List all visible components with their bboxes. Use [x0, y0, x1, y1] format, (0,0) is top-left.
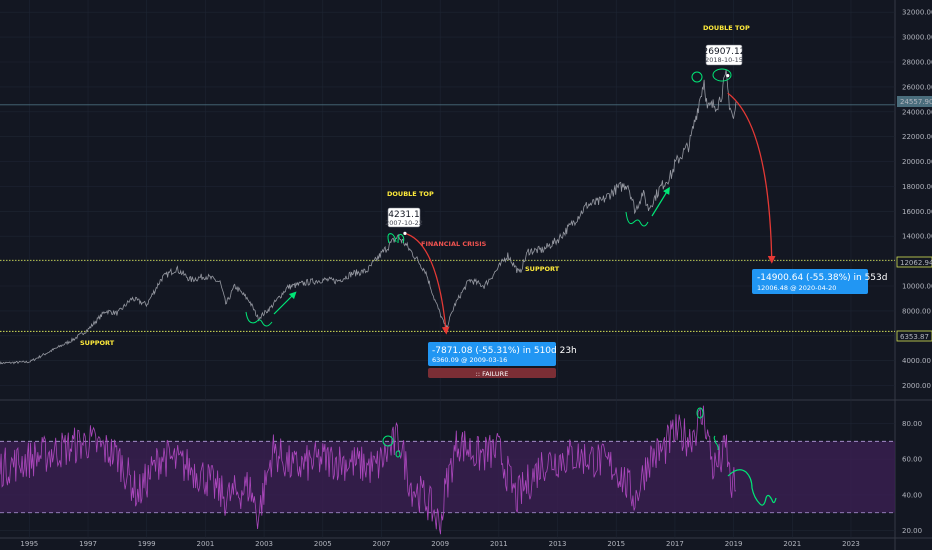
x-tick-3: 2001: [196, 540, 214, 548]
rsi-mark-2008: [395, 450, 401, 458]
rsi-y-tick-3: 20.00: [902, 527, 922, 535]
annotation-support-2: SUPPORT: [525, 265, 560, 273]
x-tick-1: 1997: [79, 540, 97, 548]
rsi-line: [0, 405, 737, 535]
y-tick-5: 22000.00: [902, 133, 932, 141]
y-tick-2: 28000.00: [902, 59, 932, 67]
x-tick-10: 2015: [607, 540, 625, 548]
measure-2020-line1: -14900.64 (-55.38%) in 553d: [757, 273, 887, 283]
x-tick-14: 2023: [842, 540, 860, 548]
double-bottom-2015: [625, 211, 649, 227]
y-tick-8: 16000.00: [902, 208, 932, 216]
rsi-projection: [727, 469, 777, 506]
up-arrow-2016: [651, 186, 670, 217]
measure-label-2020[interactable]: -14900.64 (-55.38%) in 553d 12006.48 @ 2…: [752, 269, 887, 294]
x-tick-8: 2011: [490, 540, 508, 548]
x-tick-4: 2003: [255, 540, 273, 548]
annotation-support-1: SUPPORT: [80, 339, 115, 347]
measure-2020-line2: 12006.48 @ 2020-04-20: [757, 284, 836, 292]
last-price-label: 24557.90: [897, 96, 932, 107]
x-tick-5: 2005: [314, 540, 332, 548]
y-tick-6: 20000.00: [902, 158, 932, 166]
double-top-2007: [387, 233, 405, 244]
double-top-2018-right: [712, 68, 732, 82]
peak-2018-date: 2018-10-15: [705, 56, 743, 64]
y-tick-9: 14000.00: [902, 233, 932, 241]
crash-arrow-2020: [727, 92, 776, 264]
crash-arrow-2008: [404, 232, 450, 335]
double-bottom-2002: [245, 311, 273, 327]
price-line: [0, 69, 737, 365]
rsi-y-tick-0: 80.00: [902, 420, 922, 428]
failure-badge: :: FAILURE: [428, 368, 556, 378]
x-tick-7: 2009: [431, 540, 449, 548]
hline-label-6353: 6353.87: [896, 330, 932, 342]
peak-dot-2007: [403, 231, 407, 235]
y-tick-15: 2000.00: [902, 382, 931, 390]
drawings: [245, 68, 777, 506]
hline-label-6353-text: 6353.87: [900, 333, 929, 341]
y-tick-14: 4000.00: [902, 357, 931, 365]
axes: 32000.00 30000.00 28000.00 26000.00 24000.00…: [20, 9, 932, 548]
x-tick-9: 2013: [549, 540, 567, 548]
failure-label: :: FAILURE: [476, 370, 509, 378]
x-tick-13: 2021: [783, 540, 801, 548]
y-tick-3: 26000.00: [902, 83, 932, 91]
y-tick-7: 18000.00: [902, 183, 932, 191]
annotation-double-top-2018: DOUBLE TOP: [703, 24, 750, 32]
peak-2007-date: 2007-10-22: [385, 219, 423, 227]
annotation-double-top-2007: DOUBLE TOP: [387, 190, 434, 198]
y-tick-12: 8000.00: [902, 307, 931, 315]
x-tick-0: 1995: [20, 540, 38, 548]
x-tick-6: 2007: [373, 540, 391, 548]
y-tick-1: 30000.00: [902, 34, 932, 42]
rsi-mark-2018b: [713, 435, 719, 451]
double-top-2018-left: [691, 71, 703, 83]
rsi-y-tick-1: 60.00: [902, 456, 922, 464]
last-price-text: 24557.90: [900, 98, 932, 106]
hline-label-12062: 12062.94: [896, 256, 932, 268]
annotation-financial-crisis: FINANCIAL CRISIS: [421, 240, 487, 248]
hline-label-12062-text: 12062.94: [900, 259, 932, 267]
x-tick-2: 1999: [138, 540, 156, 548]
peak-2018-price: 26907.12: [703, 47, 746, 57]
series: [0, 69, 737, 535]
horizontal-levels: [0, 104, 895, 332]
rsi-mark-2018: [696, 407, 704, 419]
peak-dot-2018: [726, 74, 730, 78]
up-arrow-2003: [273, 291, 297, 315]
rsi-y-tick-2: 40.00: [902, 491, 922, 499]
peak-2007-price: 14231.18: [383, 210, 426, 220]
y-tick-11: 10000.00: [902, 283, 932, 291]
measure-2009-line2: 6360.09 @ 2009-03-16: [432, 356, 507, 364]
measure-label-2009[interactable]: -7871.08 (-55.31%) in 510d 23h 6360.09 @…: [428, 342, 577, 366]
y-tick-0: 32000.00: [902, 9, 932, 17]
rsi-mark-2007: [382, 435, 394, 447]
x-tick-11: 2017: [666, 540, 684, 548]
peak-label-2007[interactable]: 14231.18 2007-10-22: [383, 207, 426, 228]
x-tick-12: 2019: [725, 540, 743, 548]
peak-label-2018[interactable]: 26907.12 2018-10-15: [703, 44, 746, 66]
measure-2009-line1: -7871.08 (-55.31%) in 510d 23h: [432, 346, 577, 356]
y-tick-4: 24000.00: [902, 108, 932, 116]
